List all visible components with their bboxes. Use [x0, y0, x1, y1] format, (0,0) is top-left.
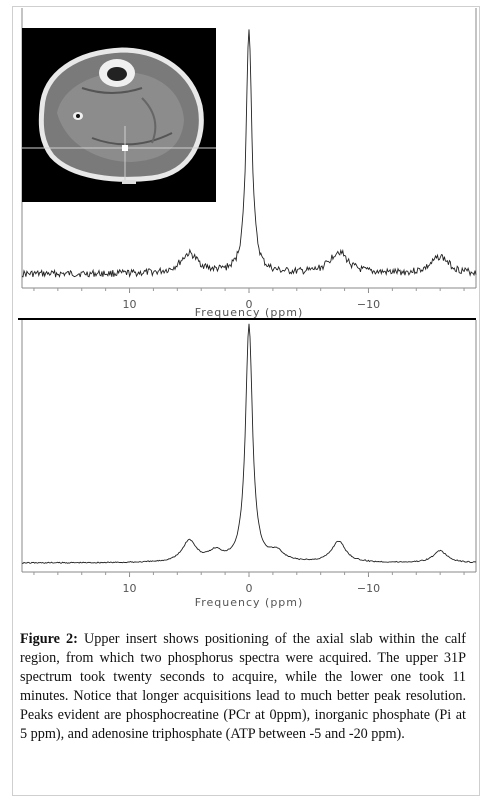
bottom-ticks: 10 0 −10	[33, 572, 465, 595]
axial-mri-calf-image	[22, 28, 216, 202]
x-tick-label: −10	[357, 298, 380, 311]
x-tick-label: 0	[246, 298, 253, 311]
bottom-spectrum-panel: 10 0 −10 Frequency (ppm)	[18, 320, 478, 610]
caption-text: Upper insert shows positioning of the ax…	[20, 631, 467, 742]
top-ticks: 10 0 −10	[33, 288, 465, 311]
figure-frame	[12, 6, 480, 796]
bottom-spectrum-plot: 10 0 −10 Frequency (ppm)	[21, 320, 477, 609]
x-tick-label: −10	[357, 582, 380, 595]
x-tick-label: 10	[123, 298, 137, 311]
bottom-xlabel: Frequency (ppm)	[195, 596, 304, 609]
x-tick-label: 0	[246, 582, 253, 595]
top-spectrum-panel: 10 0 −10 Frequency (ppm)	[18, 8, 478, 320]
bottom-spectrum-line	[21, 323, 477, 564]
caption-label: Figure 2:	[20, 631, 78, 647]
top-spectrum-plot: 10 0 −10 Frequency (ppm)	[21, 8, 477, 319]
x-tick-label: 10	[123, 582, 137, 595]
top-spectrum-line	[21, 29, 477, 279]
figure-caption: Figure 2: Upper insert shows positioning…	[20, 630, 466, 744]
panel-divider	[18, 318, 476, 320]
top-xlabel: Frequency (ppm)	[195, 306, 304, 319]
